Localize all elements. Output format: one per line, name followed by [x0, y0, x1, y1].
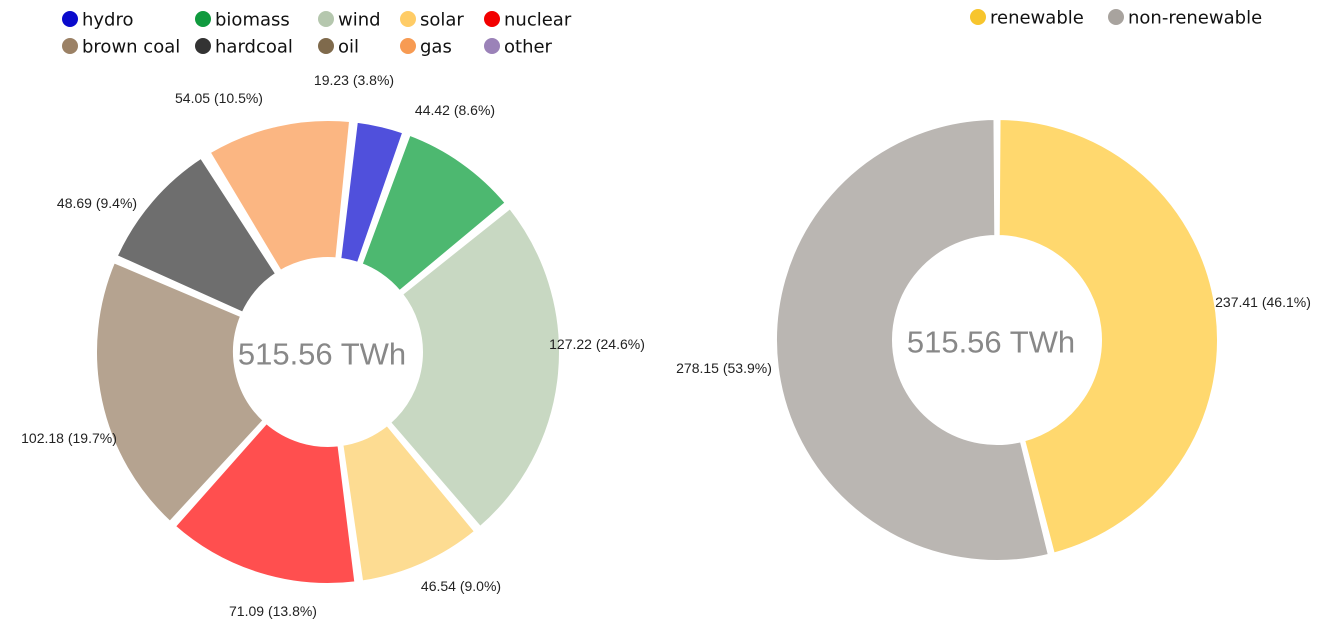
legend-item-brown-coal[interactable]: brown coal [62, 37, 180, 58]
legend-item-gas[interactable]: gas [400, 37, 452, 58]
legend-marker-nuclear [484, 11, 500, 27]
legend-item-solar[interactable]: solar [400, 10, 464, 31]
legend-label-other: other [504, 37, 553, 58]
energy-label-wind: 127.22 (24.6%) [549, 336, 645, 352]
energy-label-hardcoal: 48.69 (9.4%) [57, 195, 137, 211]
energy-center-total: 515.56 TWh [238, 337, 406, 372]
legend-item-non-renewable[interactable]: non-renewable [1108, 8, 1262, 29]
legend-label-non-renewable: non-renewable [1128, 8, 1262, 29]
legend-item-hydro[interactable]: hydro [62, 10, 134, 31]
energy-legend: hydro biomass wind solar nuclear brown coal ha… [62, 10, 572, 58]
legend-label-hydro: hydro [82, 10, 134, 31]
energy-label-brown-coal: 102.18 (19.7%) [21, 430, 117, 446]
energy-source-donut-chart: 19.23 (3.8%) 44.42 (8.6%) 127.22 (24.6%) 46… [21, 10, 645, 620]
energy-slice-wind[interactable] [386, 204, 563, 531]
energy-slice-solar[interactable] [339, 421, 479, 585]
legend-marker-hardcoal [195, 38, 211, 54]
energy-label-gas: 54.05 (10.5%) [175, 90, 263, 106]
legend-item-biomass[interactable]: biomass [195, 10, 290, 31]
legend-marker-gas [400, 38, 416, 54]
legend-item-renewable[interactable]: renewable [970, 8, 1084, 29]
energy-label-hydro: 19.23 (3.8%) [314, 72, 394, 88]
legend-item-nuclear[interactable]: nuclear [484, 10, 572, 31]
legend-marker-solar [400, 11, 416, 27]
energy-class-center-total: 515.56 TWh [907, 325, 1075, 360]
energy-class-label-renewable: 237.41 (46.1%) [1215, 294, 1311, 310]
legend-item-oil[interactable]: oil [318, 37, 359, 58]
energy-label-biomass: 44.42 (8.6%) [415, 102, 495, 118]
energy-slice-gas[interactable] [206, 117, 354, 275]
energy-class-slice-non-renewable[interactable] [773, 116, 1053, 564]
legend-label-wind: wind [338, 10, 381, 31]
legend-marker-renewable [970, 9, 986, 25]
legend-item-hardcoal[interactable]: hardcoal [195, 37, 293, 58]
legend-label-oil: oil [338, 37, 359, 58]
energy-slice-biomass[interactable] [358, 131, 510, 295]
legend-label-hardcoal: hardcoal [215, 37, 293, 58]
energy-label-solar: 46.54 (9.0%) [421, 578, 501, 594]
legend-marker-oil [318, 38, 334, 54]
legend-item-wind[interactable]: wind [318, 10, 381, 31]
legend-label-biomass: biomass [215, 10, 290, 31]
legend-marker-wind [318, 11, 334, 27]
legend-label-renewable: renewable [990, 8, 1084, 29]
legend-marker-other [484, 38, 500, 54]
legend-label-nuclear: nuclear [504, 10, 572, 31]
legend-marker-brown-coal [62, 38, 78, 54]
legend-label-solar: solar [420, 10, 464, 31]
energy-class-legend: renewable non-renewable [970, 8, 1262, 29]
energy-slice-nuclear[interactable] [171, 419, 359, 587]
energy-label-nuclear: 71.09 (13.8%) [229, 603, 317, 619]
legend-marker-hydro [62, 11, 78, 27]
legend-marker-biomass [195, 11, 211, 27]
energy-class-slice-renewable[interactable] [995, 116, 1221, 557]
legend-item-other[interactable]: other [484, 37, 553, 58]
legend-marker-non-renewable [1108, 9, 1124, 25]
legend-label-gas: gas [420, 37, 452, 58]
energy-slice-brown-coal[interactable] [93, 258, 267, 526]
energy-slice-hardcoal[interactable] [113, 154, 280, 316]
energy-class-label-non-renewable: 278.15 (53.9%) [676, 360, 772, 376]
renewable-share-donut-chart: 237.41 (46.1%) 278.15 (53.9%) 515.56 TWh re… [676, 8, 1311, 564]
legend-label-brown-coal: brown coal [82, 37, 180, 58]
